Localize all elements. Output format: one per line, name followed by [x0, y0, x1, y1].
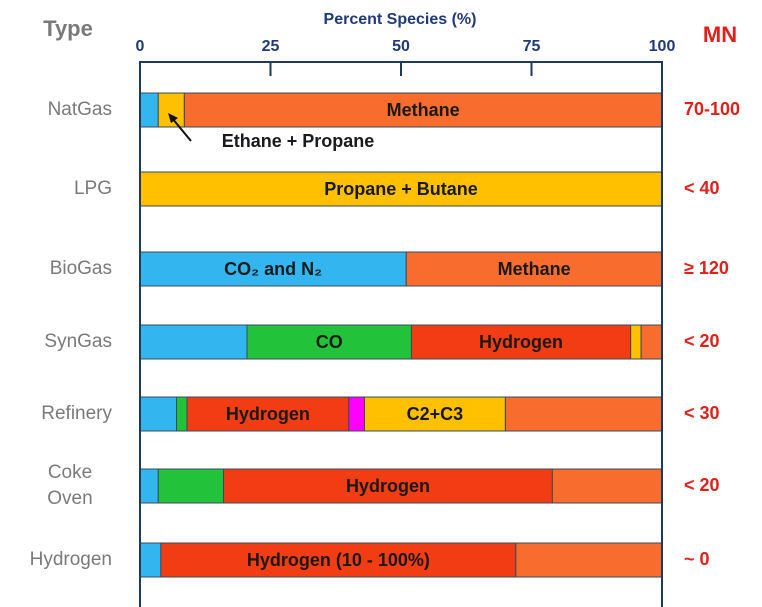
bar-segment — [139, 92, 159, 128]
bar-segment — [363, 396, 506, 432]
segment-label: Hydrogen — [226, 404, 310, 424]
bar-segment — [640, 324, 663, 360]
x-tick-label: 75 — [523, 38, 541, 55]
category-label: Oven — [47, 488, 92, 509]
category-label: Coke — [48, 462, 92, 483]
bar-segment — [139, 324, 248, 360]
side-value: < 40 — [684, 178, 720, 198]
side-value: ≥ 120 — [684, 258, 729, 278]
bar-segment — [139, 171, 663, 207]
bar-segment — [246, 324, 412, 360]
category-label: BioGas — [50, 258, 112, 279]
bar-segment — [551, 468, 663, 504]
x-tick-label: 50 — [392, 38, 410, 55]
segment-label: Propane + Butane — [324, 179, 478, 199]
bar-segment — [223, 468, 553, 504]
bar-segment — [183, 92, 663, 128]
annotation-arrow — [171, 117, 192, 142]
category-label: Hydrogen — [30, 549, 112, 570]
segment-label: Hydrogen (10 - 100%) — [247, 550, 430, 570]
annotation: Ethane + Propane — [222, 131, 375, 151]
side-value: < 20 — [684, 475, 720, 495]
segment-label: Methane — [498, 259, 571, 279]
category-label: LPG — [74, 178, 112, 199]
category-label: SynGas — [44, 331, 112, 352]
bar-segment — [405, 251, 663, 287]
category-header: Type — [43, 16, 93, 41]
bar-segment — [348, 396, 365, 432]
bar-segment — [630, 324, 642, 360]
bar-segment — [139, 396, 178, 432]
chart-title: Percent Species (%) — [324, 11, 477, 28]
side-value: < 30 — [684, 403, 720, 423]
side-header: MN — [703, 22, 737, 47]
segment-label: Methane — [387, 100, 460, 120]
annotation-arrowhead — [168, 113, 178, 123]
side-value: 70-100 — [684, 99, 740, 119]
category-label: Refinery — [41, 403, 112, 424]
segment-label: CO₂ and N₂ — [224, 259, 322, 279]
x-tick-label: 25 — [262, 38, 280, 55]
side-value: < 20 — [684, 331, 720, 351]
bar-segment — [186, 396, 350, 432]
x-tick-label: 0 — [136, 38, 145, 55]
segment-label: Hydrogen — [346, 476, 430, 496]
bar-segment — [176, 396, 188, 432]
bar-segment — [515, 542, 663, 578]
bar-segment — [410, 324, 632, 360]
side-value: ~ 0 — [684, 549, 710, 569]
bar-segment — [504, 396, 663, 432]
segment-label: Hydrogen — [479, 332, 563, 352]
segment-label: C2+C3 — [407, 404, 464, 424]
segment-label: CO — [316, 332, 343, 352]
bar-segment — [139, 542, 162, 578]
bar-segment — [157, 468, 225, 504]
category-label: NatGas — [48, 99, 112, 120]
bar-segment — [139, 468, 159, 504]
plot-area — [139, 92, 663, 578]
x-tick-label: 100 — [649, 38, 676, 55]
